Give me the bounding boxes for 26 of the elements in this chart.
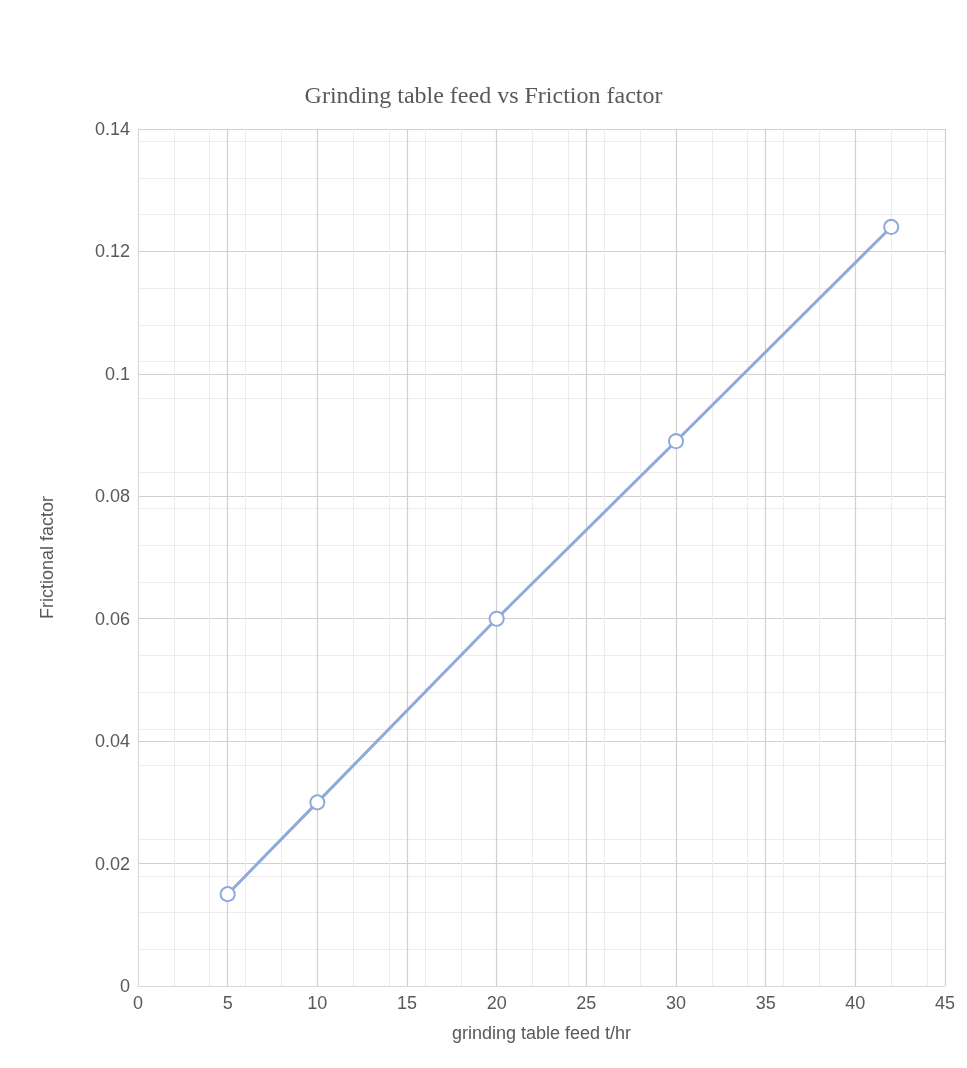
point — [668, 433, 684, 450]
y-tick-label: 0.04 — [94, 731, 130, 752]
y-tick-label: 0.02 — [94, 853, 130, 874]
y-axis-title: Frictional factor — [37, 495, 57, 620]
x-tick-label: 45 — [934, 993, 956, 1013]
x-tick-label: 0 — [132, 993, 144, 1013]
x-tick-label: 15 — [396, 993, 418, 1013]
point — [488, 610, 505, 627]
x-tick-label: 30 — [665, 993, 687, 1013]
y-tick-label: 0.08 — [94, 486, 130, 507]
point — [883, 218, 900, 235]
chart-title: Grinding table feed vs Friction factor — [304, 82, 663, 108]
x-tick-label: 40 — [845, 993, 866, 1013]
x-axis-title: grinding table feed t/hr — [451, 1023, 632, 1043]
y-tick-label: 0 — [119, 976, 130, 996]
x-tick-label: 25 — [576, 993, 597, 1013]
x-tick-label: 5 — [222, 993, 233, 1013]
x-tick-label: 35 — [755, 993, 776, 1013]
y-tick-label: 0.12 — [94, 241, 130, 262]
point — [309, 794, 326, 811]
y-tick-label: 0.14 — [94, 119, 130, 139]
y-tick-label: 0.1 — [104, 363, 130, 384]
x-tick-label: 10 — [307, 993, 328, 1013]
y-tick-label: 0.06 — [94, 608, 130, 629]
x-tick-label: 20 — [486, 993, 507, 1013]
point — [219, 886, 236, 903]
